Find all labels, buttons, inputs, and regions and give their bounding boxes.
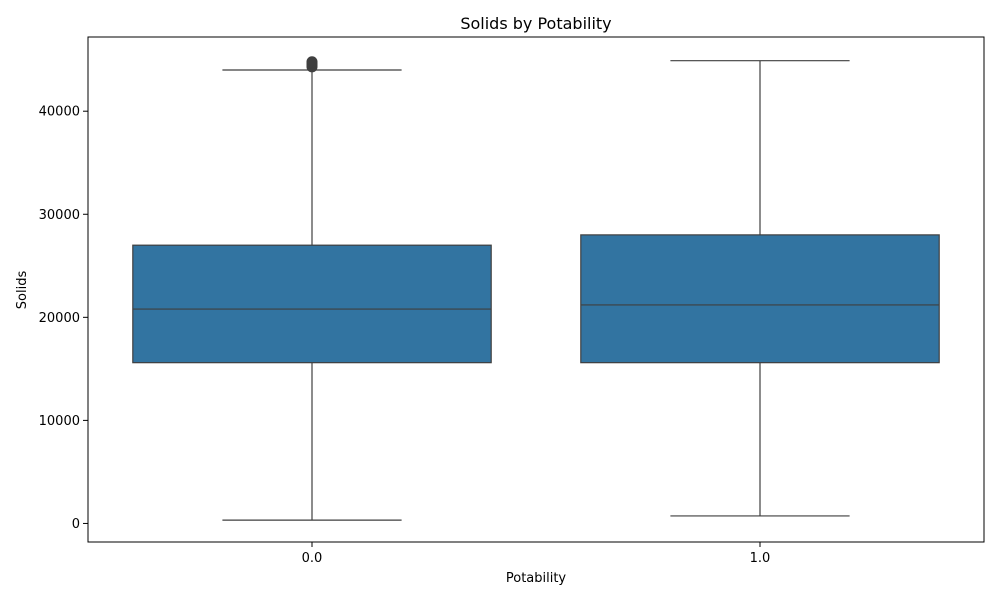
y-tick-label: 30000 — [39, 208, 80, 223]
chart-title: Solids by Potability — [460, 14, 611, 33]
y-tick-label: 20000 — [39, 311, 80, 326]
y-axis-title: Solids — [15, 271, 30, 310]
y-tick-label: 10000 — [39, 414, 80, 429]
x-tick-label: 0.0 — [302, 551, 323, 566]
x-axis-title: Potability — [506, 571, 567, 586]
plot-area: 0 10000 20000 30000 40000 0.0 1.0 — [39, 36, 985, 566]
y-tick-label: 0 — [72, 517, 80, 532]
outlier-point — [306, 56, 318, 68]
plot-frame — [87, 36, 985, 543]
y-tick-label: 40000 — [39, 105, 80, 120]
x-tick-label: 1.0 — [750, 551, 771, 566]
box-iqr — [580, 234, 940, 364]
box-iqr — [132, 244, 492, 364]
